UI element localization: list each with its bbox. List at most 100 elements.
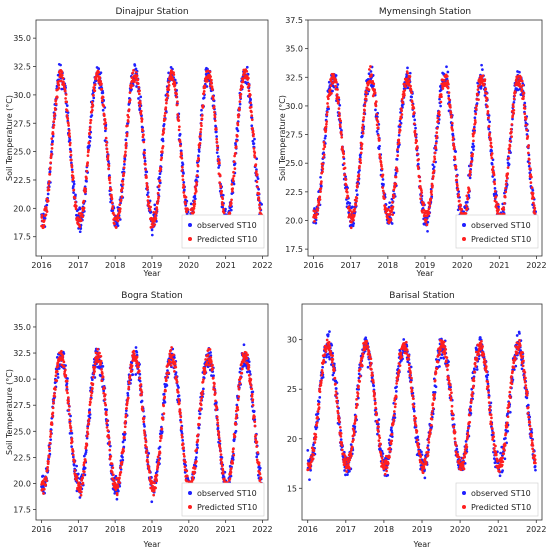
- data-point: [166, 94, 170, 98]
- data-point: [520, 87, 524, 91]
- data-point: [338, 125, 342, 128]
- data-point: [83, 466, 87, 470]
- y-tick-label: 20: [287, 435, 297, 444]
- data-point: [86, 432, 90, 436]
- data-point: [173, 83, 177, 86]
- data-point: [255, 440, 259, 444]
- data-point: [161, 137, 165, 141]
- data-point: [48, 449, 51, 453]
- data-point: [395, 158, 399, 161]
- legend-marker-observed: [188, 491, 192, 495]
- data-point: [157, 184, 161, 188]
- data-point: [533, 212, 537, 215]
- data-point: [184, 195, 188, 199]
- data-point: [60, 70, 64, 74]
- data-point: [81, 481, 85, 485]
- data-point: [180, 156, 184, 160]
- data-point: [434, 141, 438, 145]
- data-point: [121, 183, 125, 186]
- data-point: [52, 120, 56, 123]
- data-point: [158, 179, 162, 182]
- data-point: [155, 208, 159, 211]
- data-point: [87, 148, 90, 152]
- data-point: [42, 219, 46, 222]
- data-point: [451, 138, 455, 142]
- data-point: [115, 493, 119, 497]
- data-point: [356, 182, 359, 186]
- y-ticks: 17.520.022.525.027.530.032.535.0: [13, 323, 36, 515]
- data-point: [156, 202, 159, 205]
- data-point: [257, 187, 260, 191]
- data-point: [46, 192, 50, 196]
- data-point: [46, 465, 49, 469]
- data-point: [451, 129, 454, 132]
- y-tick-label: 25.0: [13, 148, 31, 157]
- data-point: [174, 95, 178, 99]
- data-point: [142, 429, 146, 432]
- data-point: [318, 195, 322, 199]
- x-tick-label: 2019: [142, 261, 162, 270]
- data-point: [417, 158, 420, 161]
- data-point: [211, 95, 215, 99]
- data-point: [452, 142, 456, 146]
- data-point: [239, 96, 242, 100]
- data-point: [215, 140, 219, 144]
- data-point: [126, 396, 130, 400]
- data-point: [123, 155, 127, 158]
- x-tick-label: 2020: [179, 261, 199, 270]
- data-point: [173, 88, 177, 91]
- data-point: [120, 463, 124, 466]
- data-point: [336, 88, 339, 91]
- data-point: [396, 154, 400, 158]
- data-point: [64, 373, 68, 377]
- data-point: [504, 183, 508, 186]
- data-point: [251, 139, 255, 143]
- data-point: [144, 438, 148, 441]
- data-point: [184, 460, 187, 464]
- data-point: [395, 169, 399, 173]
- data-point: [236, 408, 240, 412]
- data-point: [441, 87, 445, 90]
- data-point: [173, 362, 177, 366]
- data-point: [380, 165, 383, 168]
- x-tick-label: 2021: [488, 525, 508, 534]
- data-point: [210, 78, 213, 82]
- data-point: [503, 202, 506, 205]
- data-point: [253, 424, 257, 428]
- data-point: [193, 194, 197, 198]
- data-point: [180, 152, 183, 156]
- data-point: [320, 180, 323, 183]
- data-point: [321, 167, 325, 171]
- data-point: [256, 185, 259, 189]
- data-point: [135, 350, 139, 354]
- data-point: [90, 114, 94, 117]
- data-point: [140, 393, 143, 396]
- data-point: [257, 199, 261, 202]
- data-point: [63, 368, 67, 372]
- data-point: [334, 74, 338, 77]
- data-point: [98, 76, 102, 79]
- data-point: [176, 113, 180, 116]
- y-tick-label: 22.5: [13, 453, 31, 462]
- data-point: [238, 102, 242, 106]
- data-point: [251, 403, 255, 407]
- data-point: [258, 203, 261, 207]
- data-point: [73, 460, 76, 464]
- data-point: [222, 207, 225, 211]
- data-point: [471, 134, 475, 138]
- data-point: [47, 182, 51, 186]
- data-point: [191, 478, 195, 481]
- data-point: [72, 188, 76, 192]
- data-point: [347, 205, 351, 209]
- data-point: [49, 156, 53, 160]
- data-point: [240, 367, 244, 371]
- data-point: [89, 118, 93, 122]
- data-point: [166, 90, 170, 94]
- data-point: [508, 139, 512, 143]
- data-point: [209, 351, 212, 354]
- data-point: [69, 150, 72, 154]
- data-point: [306, 449, 310, 452]
- data-point: [323, 145, 327, 149]
- data-point: [139, 112, 143, 116]
- data-point: [99, 354, 103, 358]
